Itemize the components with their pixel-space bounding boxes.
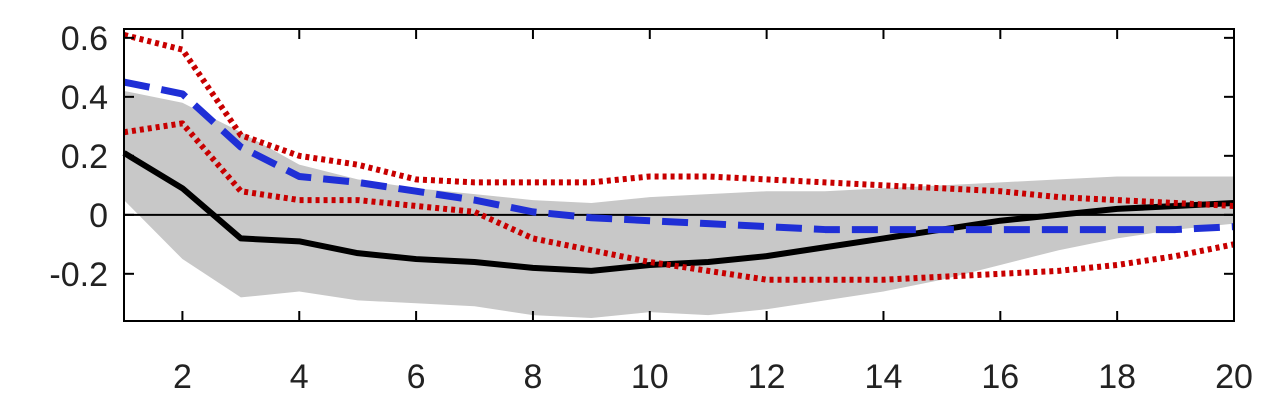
- y-tick-label: 0.2: [61, 138, 108, 176]
- series-line-2-dashed: [123, 78, 1235, 234]
- series-layer: [122, 31, 1235, 283]
- x-tick-label: 16: [981, 358, 1019, 396]
- x-tick-label: 4: [290, 358, 309, 396]
- confidence-band: [124, 90, 1234, 319]
- plot-frame: [123, 28, 1235, 322]
- y-tick-label: 0: [89, 197, 108, 235]
- y-tick-label: 0.6: [61, 20, 108, 58]
- y-tick-label: -0.2: [49, 256, 108, 294]
- y-tick-label: 0.4: [61, 79, 108, 117]
- x-tick-label: 12: [748, 358, 786, 396]
- x-tick-label: 20: [1215, 358, 1253, 396]
- x-tick-label: 18: [1098, 358, 1136, 396]
- series-line-4-dotted: [123, 120, 1235, 283]
- x-tick-label: 14: [865, 358, 903, 396]
- series-line-3-dotted: [123, 31, 1235, 209]
- series-line-1-solid: [122, 150, 1235, 274]
- x-tick-label: 6: [407, 358, 426, 396]
- x-tick-label: 2: [173, 358, 192, 396]
- x-tick-label: 8: [523, 358, 542, 396]
- tick-label-layer: 2 4 6 8 10 12 14 16 18 20 -0.2 0 0.2 0.4 0.6: [49, 20, 1253, 396]
- confidence-band-layer: [124, 90, 1234, 319]
- tick-layer: [124, 29, 1235, 321]
- x-tick-label: 10: [631, 358, 669, 396]
